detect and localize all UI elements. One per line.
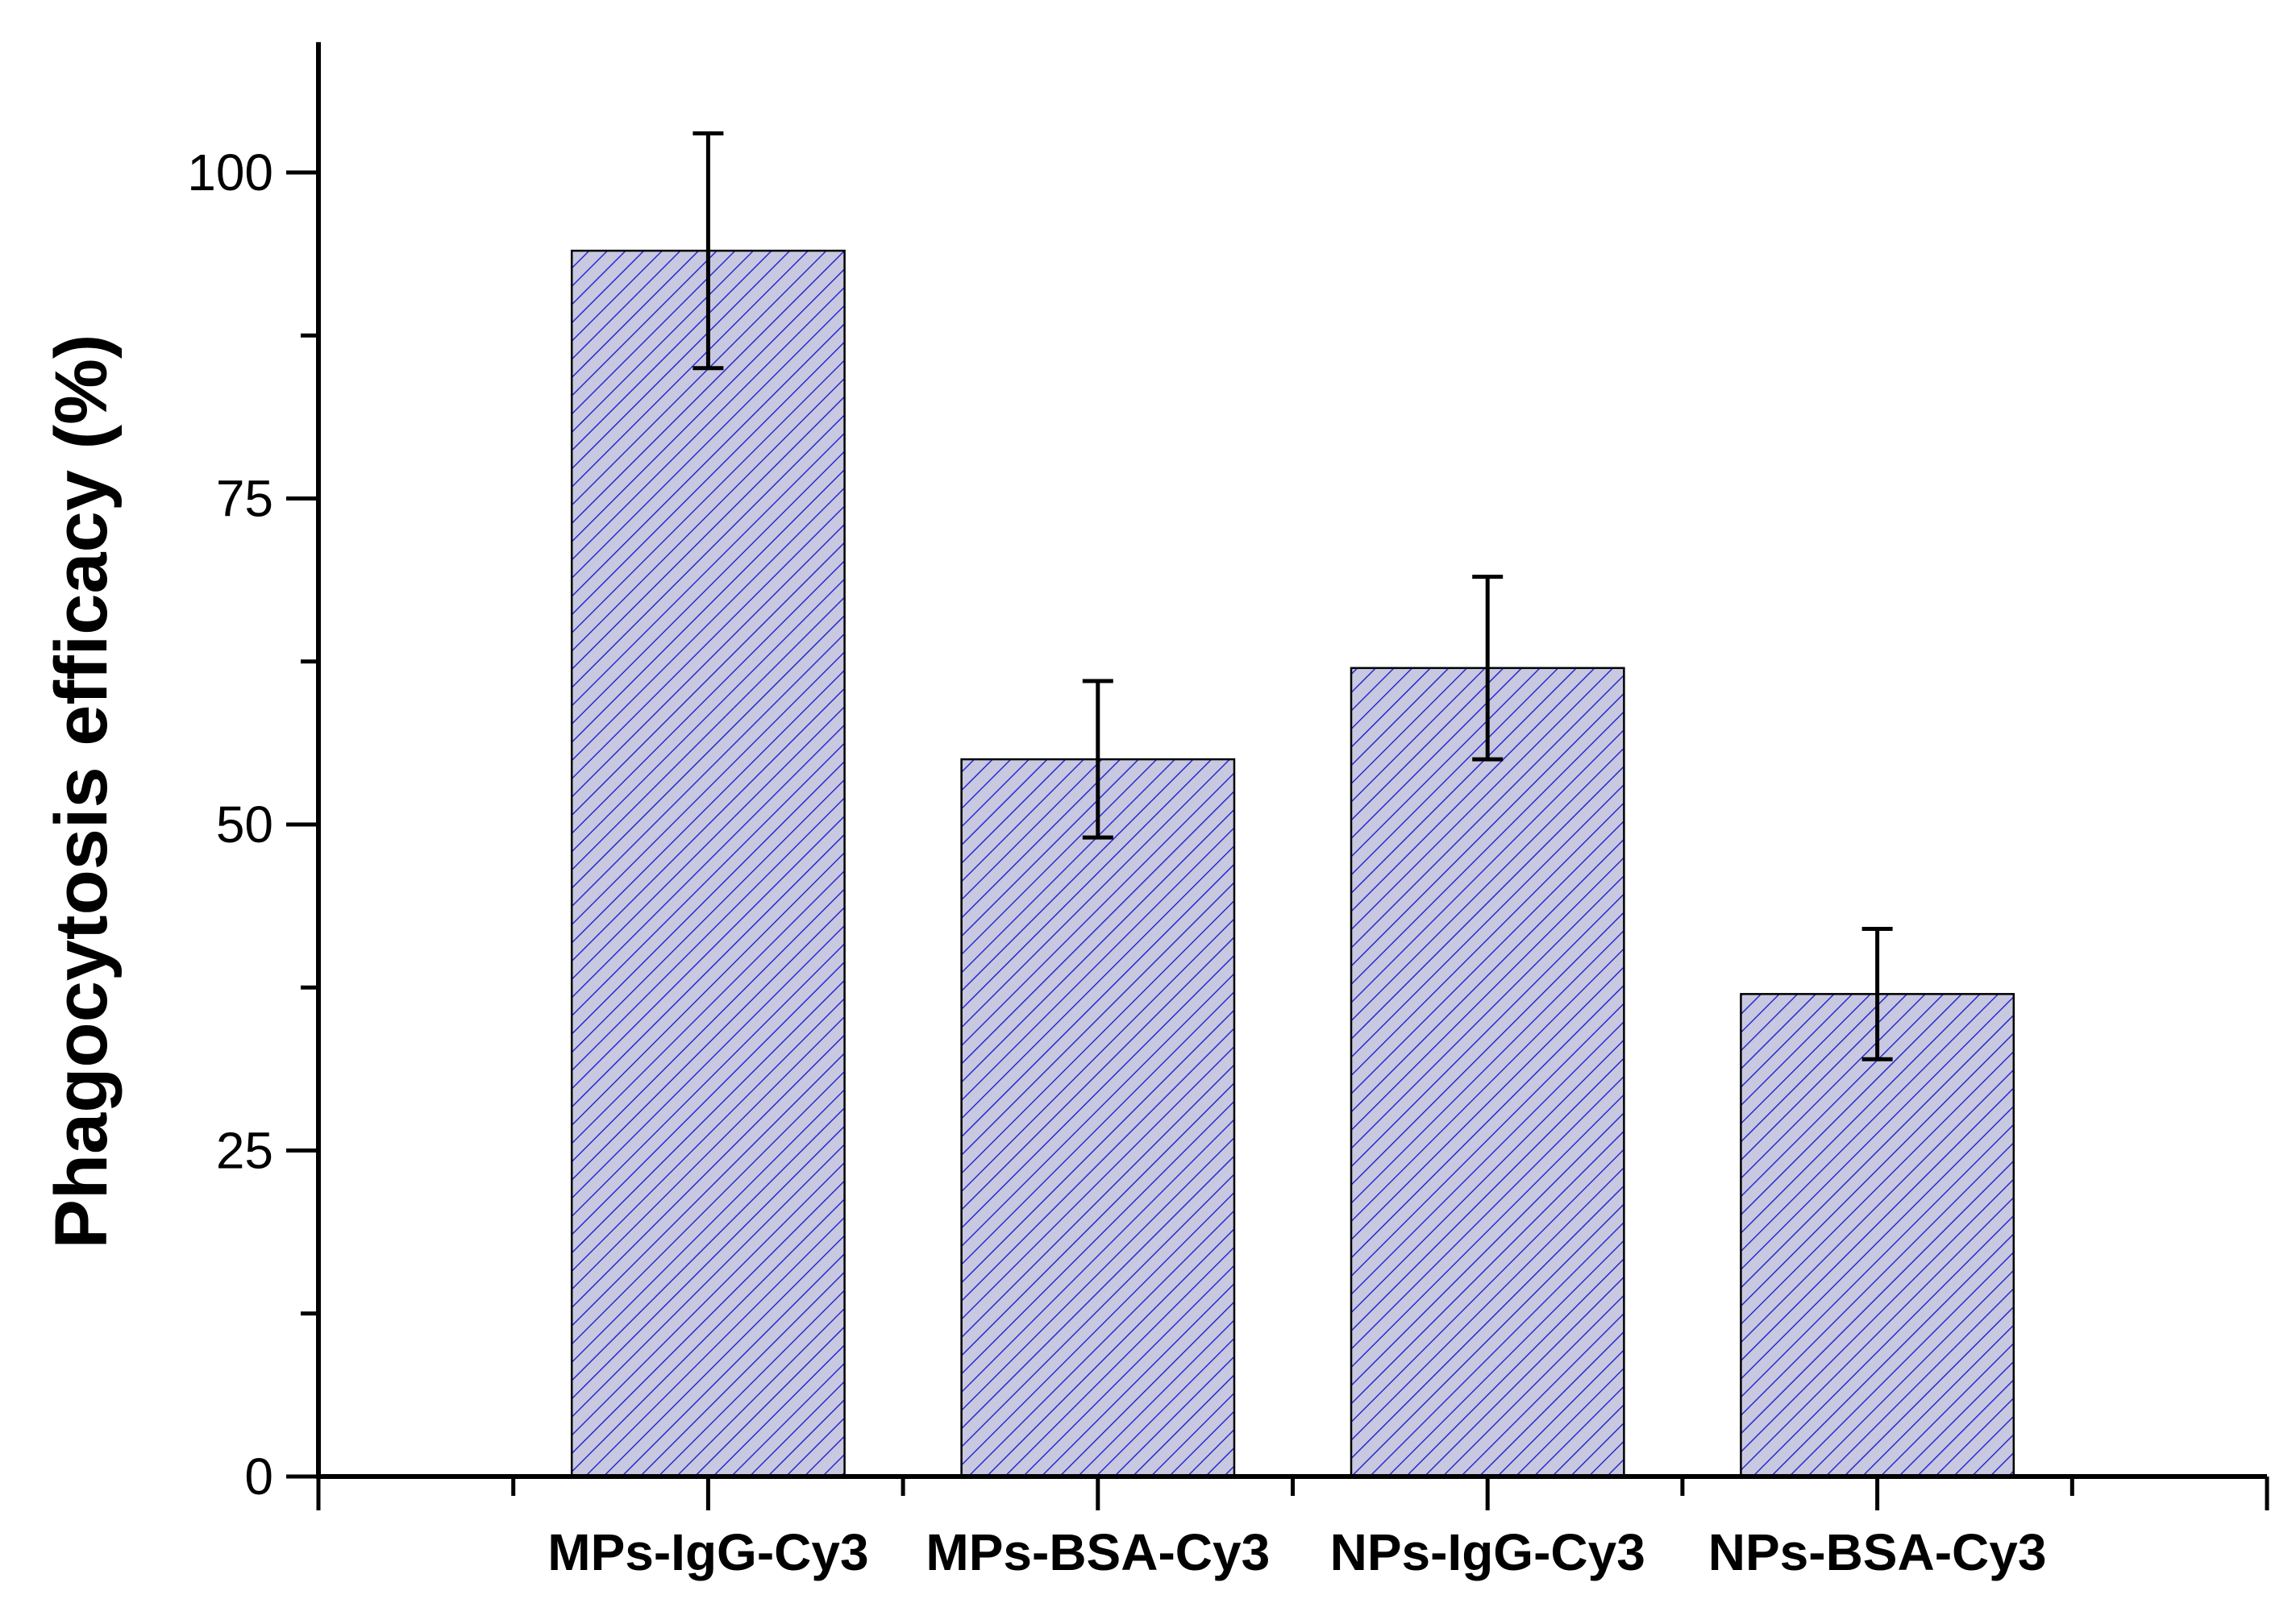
- y-tick-label-0: 0: [244, 1447, 273, 1506]
- x-tick-label-mps-igg-cy3: MPs-IgG-Cy3: [547, 1523, 868, 1581]
- bar-nps-igg-cy3: [1350, 667, 1625, 1478]
- bar-mps-bsa-cy3: [960, 758, 1236, 1478]
- x-tick-label-nps-bsa-cy3: NPs-BSA-Cy3: [1708, 1523, 2047, 1581]
- bar-mps-igg-cy3: [570, 249, 846, 1478]
- error-bars-layer: [693, 131, 1893, 1061]
- y-tick-label-50: 50: [216, 795, 273, 854]
- axes-layer: [286, 42, 2269, 1510]
- y-tick-label-25: 25: [216, 1122, 273, 1180]
- y-axis-title: Phagocytosis efficacy (%): [40, 334, 123, 1248]
- x-tick-label-nps-igg-cy3: NPs-IgG-Cy3: [1330, 1523, 1645, 1581]
- y-tick-label-100: 100: [187, 143, 273, 201]
- bar-nps-bsa-cy3: [1740, 993, 2015, 1478]
- y-tick-label-75: 75: [216, 470, 273, 528]
- labels-layer: 0 25 50 75 100 MPs-IgG-Cy3 MPs-BSA-Cy3 NPs-IgG-…: [187, 143, 2046, 1581]
- x-tick-label-mps-bsa-cy3: MPs-BSA-Cy3: [926, 1523, 1270, 1581]
- bars-layer: [570, 249, 2015, 1478]
